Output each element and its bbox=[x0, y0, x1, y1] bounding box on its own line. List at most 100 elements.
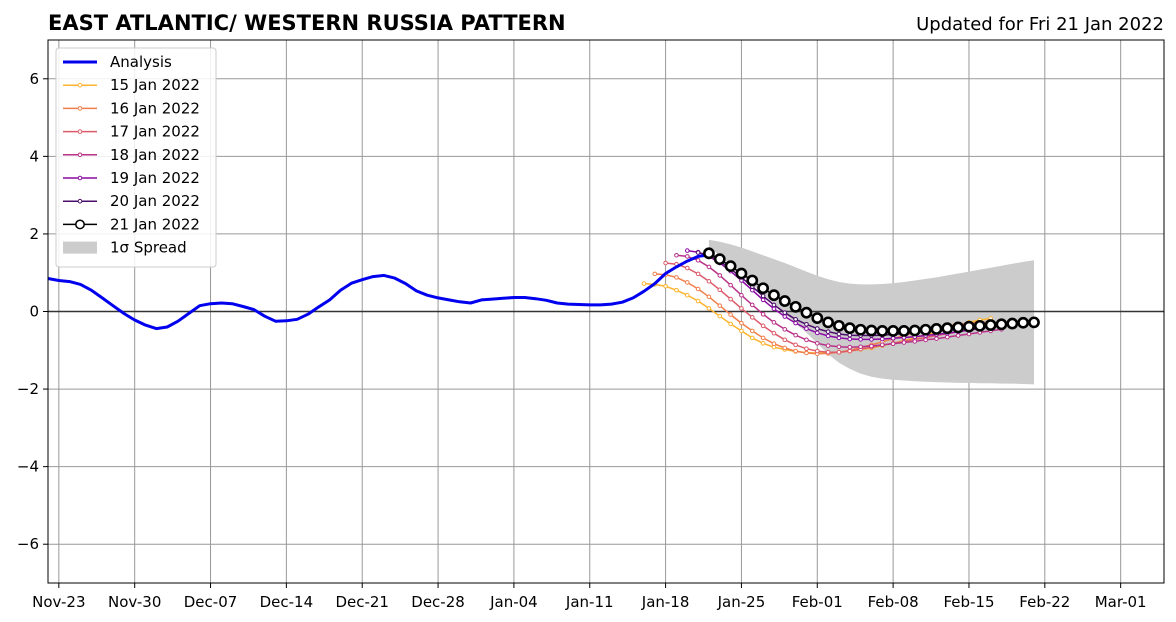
latest-point bbox=[735, 267, 748, 280]
forecast-point bbox=[760, 311, 766, 317]
latest-point bbox=[757, 282, 770, 295]
forecast-point bbox=[804, 337, 809, 343]
axis-ticks: Nov-23 Nov-30 Dec-07 Dec-14 Dec-21 Dec-28 Jan-… bbox=[17, 70, 1147, 611]
forecast-point bbox=[728, 312, 733, 317]
latest-point bbox=[876, 324, 889, 337]
latest-point bbox=[865, 324, 878, 337]
forecast-point bbox=[717, 273, 723, 278]
legend-label: 17 Jan 2022 bbox=[110, 123, 200, 141]
forecast-point bbox=[814, 341, 820, 346]
forecast-point bbox=[695, 250, 701, 255]
y-tick-label: 0 bbox=[29, 303, 39, 321]
latest-point bbox=[941, 322, 954, 335]
forecast-point bbox=[912, 339, 918, 344]
x-tick-label: Dec-21 bbox=[335, 593, 389, 611]
latest-point bbox=[1006, 317, 1019, 330]
forecast-point bbox=[760, 323, 766, 329]
latest-point bbox=[778, 295, 791, 307]
legend: Analysis 15 Jan 2022 16 Jan 2022 17 Jan 202… bbox=[55, 47, 217, 268]
forecast-point bbox=[749, 302, 755, 308]
forecast-point bbox=[836, 335, 842, 341]
forecast-point bbox=[739, 292, 744, 298]
forecast-point bbox=[652, 271, 658, 277]
forecast-point bbox=[782, 310, 788, 315]
forecast-point bbox=[814, 326, 820, 331]
forecast-point bbox=[760, 297, 766, 303]
latest-point bbox=[854, 323, 867, 336]
latest-point bbox=[789, 300, 802, 313]
y-tick-label: −2 bbox=[17, 380, 39, 398]
legend-marker bbox=[77, 198, 83, 204]
forecast-point bbox=[825, 349, 831, 355]
x-tick-label: Jan-04 bbox=[489, 593, 538, 611]
legend-marker bbox=[77, 175, 83, 181]
forecast-point bbox=[814, 348, 820, 354]
legend-label: 1σ Spread bbox=[110, 239, 187, 257]
legend-label: 20 Jan 2022 bbox=[110, 192, 200, 210]
forecast-point bbox=[934, 336, 939, 341]
latest-point bbox=[984, 319, 997, 331]
series-line bbox=[47, 253, 710, 331]
latest-point bbox=[746, 274, 759, 287]
forecast-point bbox=[706, 278, 712, 284]
forecast-point bbox=[836, 331, 842, 337]
forecast-point bbox=[706, 264, 712, 270]
forecast-point bbox=[760, 341, 766, 346]
forecast-point bbox=[728, 296, 733, 302]
latest-point bbox=[822, 316, 835, 329]
x-tick-label: Feb-08 bbox=[868, 593, 919, 611]
forecast-point bbox=[825, 333, 831, 339]
forecast-point bbox=[749, 315, 755, 320]
latest-point bbox=[908, 324, 921, 337]
x-tick-label: Dec-14 bbox=[260, 593, 314, 611]
latest-point bbox=[713, 253, 726, 266]
forecast-point bbox=[717, 303, 723, 308]
latest-point bbox=[843, 322, 856, 335]
forecast-point bbox=[717, 287, 723, 293]
forecast-point bbox=[663, 283, 668, 289]
y-tick-label: 6 bbox=[29, 70, 39, 88]
forecast-point bbox=[955, 333, 961, 338]
forecast-point bbox=[674, 252, 679, 258]
forecast-point bbox=[793, 342, 798, 348]
forecast-point bbox=[663, 260, 668, 266]
forecast-point bbox=[901, 340, 907, 345]
legend-label: 18 Jan 2022 bbox=[110, 146, 200, 164]
forecast-point bbox=[782, 345, 788, 351]
forecast-point bbox=[782, 337, 788, 343]
latest-point bbox=[887, 324, 900, 337]
forecast-point bbox=[858, 337, 863, 342]
legend-marker bbox=[77, 152, 83, 158]
forecast-point bbox=[782, 314, 788, 319]
forecast-point bbox=[771, 302, 777, 308]
forecast-point bbox=[728, 321, 733, 327]
forecast-point bbox=[869, 337, 874, 342]
forecast-point bbox=[674, 275, 679, 280]
forecast-point bbox=[717, 313, 723, 319]
forecast-point bbox=[923, 337, 928, 343]
forecast-point bbox=[749, 328, 755, 334]
forecast-point bbox=[879, 342, 885, 348]
x-tick-label: Dec-07 bbox=[184, 593, 238, 611]
forecast-point bbox=[782, 327, 788, 332]
forecast-point bbox=[890, 335, 896, 341]
forecast-point bbox=[793, 332, 798, 338]
legend-label: 15 Jan 2022 bbox=[110, 76, 200, 94]
y-tick-label: −6 bbox=[17, 535, 39, 553]
x-tick-label: Jan-11 bbox=[565, 593, 614, 611]
forecast-point bbox=[879, 336, 885, 342]
legend-marker bbox=[75, 219, 85, 230]
series-lines bbox=[47, 247, 1040, 357]
forecast-point bbox=[836, 349, 842, 355]
forecast-point bbox=[695, 271, 701, 277]
forecast-point bbox=[695, 258, 701, 263]
forecast-point bbox=[641, 281, 647, 286]
legend-label: 21 Jan 2022 bbox=[110, 215, 200, 233]
x-tick-label: Feb-01 bbox=[792, 593, 843, 611]
latest-point bbox=[973, 319, 986, 332]
forecast-point bbox=[771, 320, 777, 325]
x-tick-label: Jan-25 bbox=[717, 593, 766, 611]
forecast-point bbox=[684, 292, 690, 298]
forecast-point bbox=[695, 298, 701, 304]
chart-subtitle: Updated for Fri 21 Jan 2022 bbox=[916, 14, 1164, 35]
